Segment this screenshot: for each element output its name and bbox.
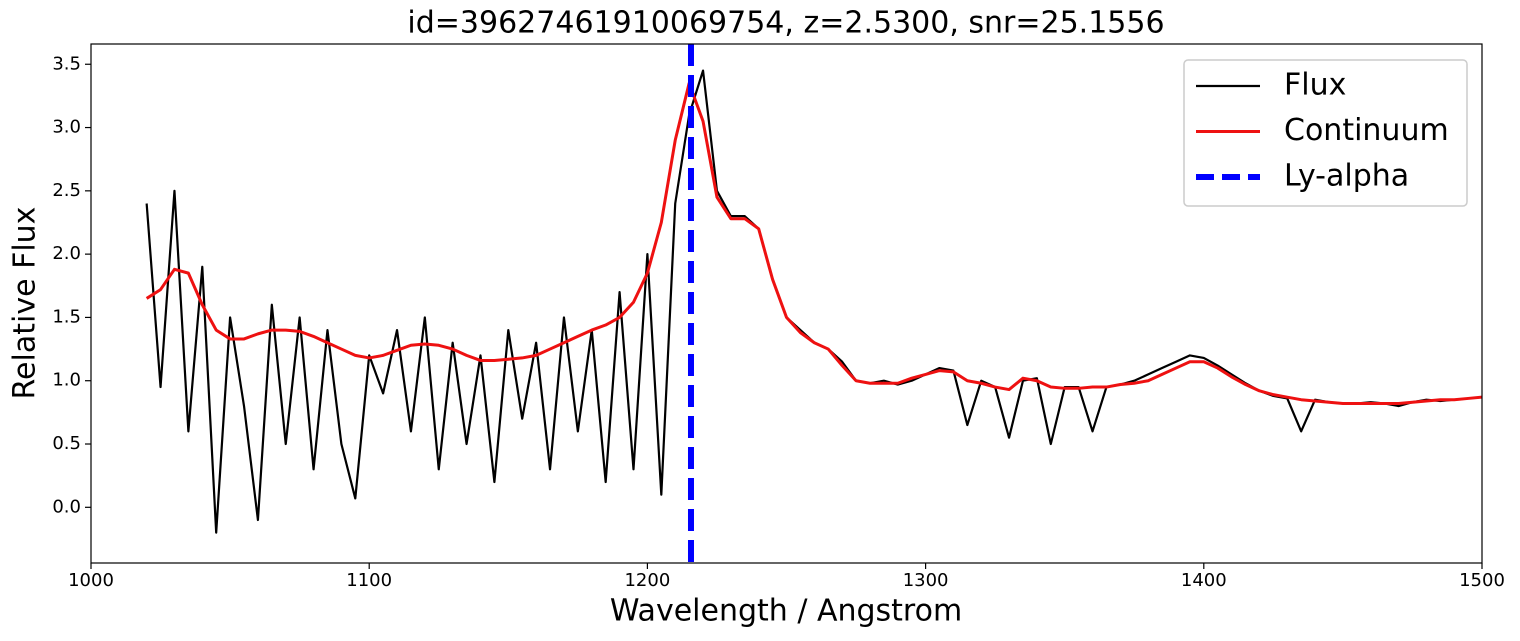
y-tick-label: 2.5	[52, 180, 81, 201]
y-tick-label: 3.0	[52, 117, 81, 138]
series-line	[145, 81, 1482, 405]
legend-label: Flux	[1284, 68, 1346, 103]
x-tick-label: 1000	[68, 570, 114, 591]
y-tick-label: 0.5	[52, 433, 81, 454]
legend-label: Ly-alpha	[1284, 159, 1409, 194]
legend-box	[1183, 59, 1468, 207]
x-tick-label: 1500	[1459, 570, 1505, 591]
y-tick-label: 1.5	[52, 306, 81, 327]
x-tick-label: 1300	[903, 570, 949, 591]
plot-frame	[90, 43, 1483, 564]
y-tick-label: 2.0	[52, 243, 81, 264]
y-tick-label: 3.5	[52, 53, 81, 74]
y-tick-label: 0.0	[52, 496, 81, 517]
x-axis-label: Wavelength / Angstrom	[610, 594, 962, 629]
x-tick-label: 1100	[346, 570, 392, 591]
y-axis-label: Relative Flux	[8, 207, 43, 400]
chart-title: id=39627461910069754, z=2.5300, snr=25.1…	[407, 6, 1164, 41]
x-tick-label: 1200	[624, 570, 670, 591]
legend-label: Continuum	[1284, 113, 1449, 148]
x-tick-label: 1400	[1181, 570, 1227, 591]
y-tick-label: 1.0	[52, 370, 81, 391]
